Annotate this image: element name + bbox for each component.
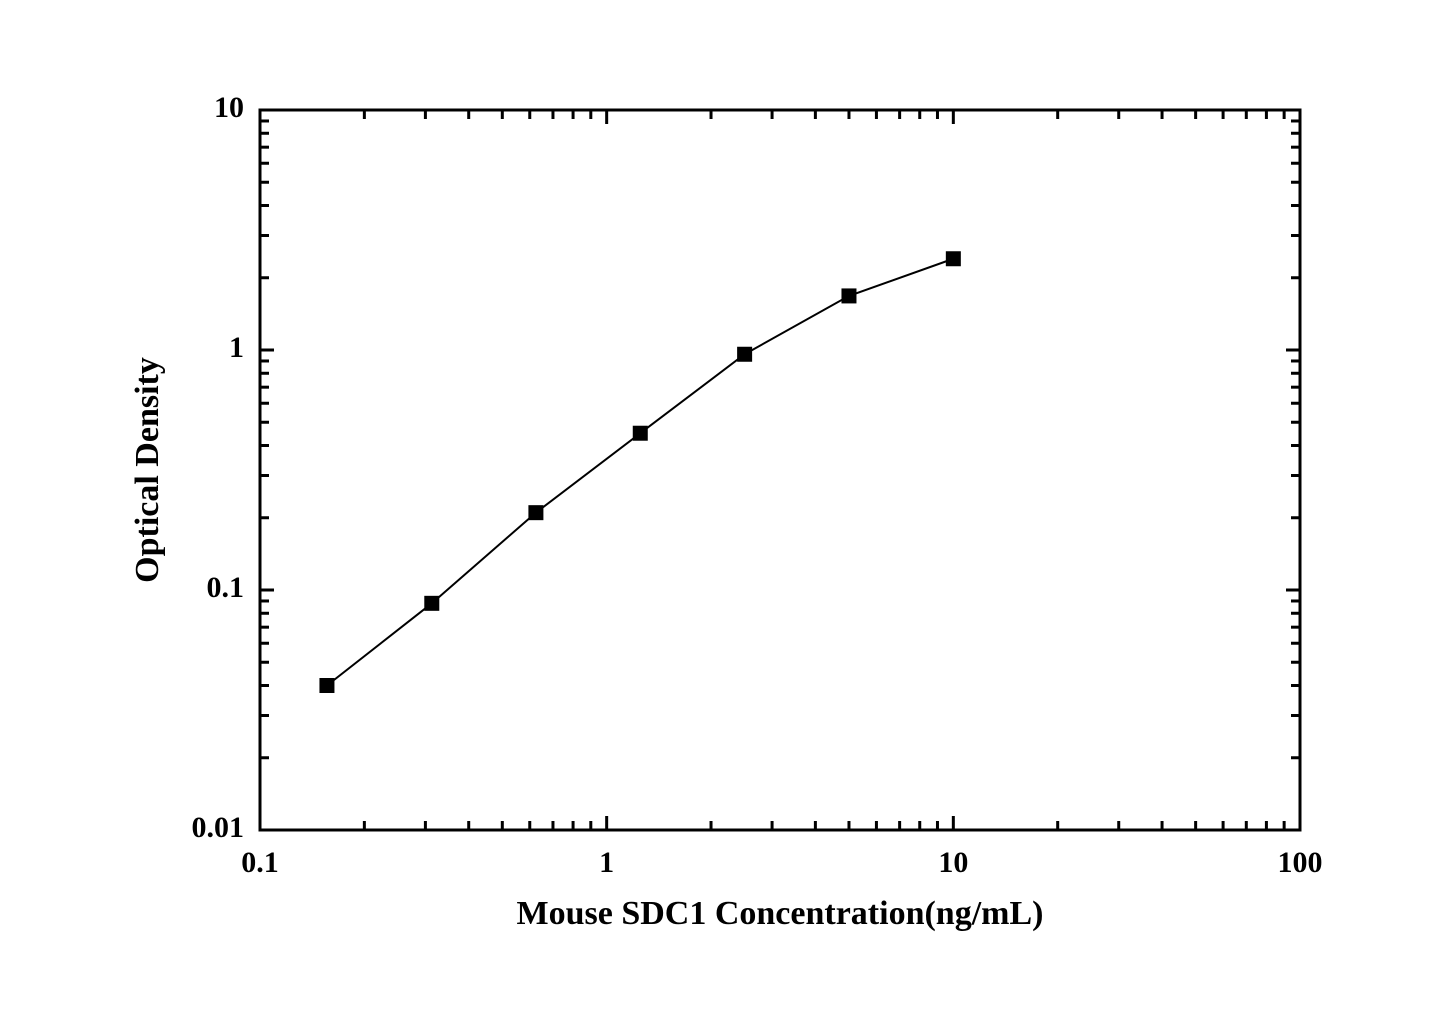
data-point-marker [946, 252, 960, 266]
x-tick-label: 0.1 [241, 846, 279, 879]
x-tick-label: 10 [938, 846, 968, 879]
data-point-marker [425, 596, 439, 610]
data-point-marker [529, 506, 543, 520]
x-tick-label: 1 [599, 846, 614, 879]
y-tick-label: 10 [214, 91, 244, 124]
y-tick-label: 1 [229, 331, 244, 364]
standard-curve-chart: 0.11101000.010.1110Mouse SDC1 Concentrat… [0, 0, 1445, 1009]
y-tick-label: 0.1 [207, 571, 245, 604]
chart-background [0, 0, 1445, 1009]
y-tick-label: 0.01 [192, 811, 245, 844]
data-point-marker [633, 426, 647, 440]
data-point-marker [738, 347, 752, 361]
data-point-marker [842, 289, 856, 303]
y-axis-label: Optical Density [129, 357, 166, 583]
data-point-marker [320, 679, 334, 693]
chart-container: 0.11101000.010.1110Mouse SDC1 Concentrat… [0, 0, 1445, 1009]
x-axis-label: Mouse SDC1 Concentration(ng/mL) [517, 895, 1044, 932]
x-tick-label: 100 [1278, 846, 1323, 879]
